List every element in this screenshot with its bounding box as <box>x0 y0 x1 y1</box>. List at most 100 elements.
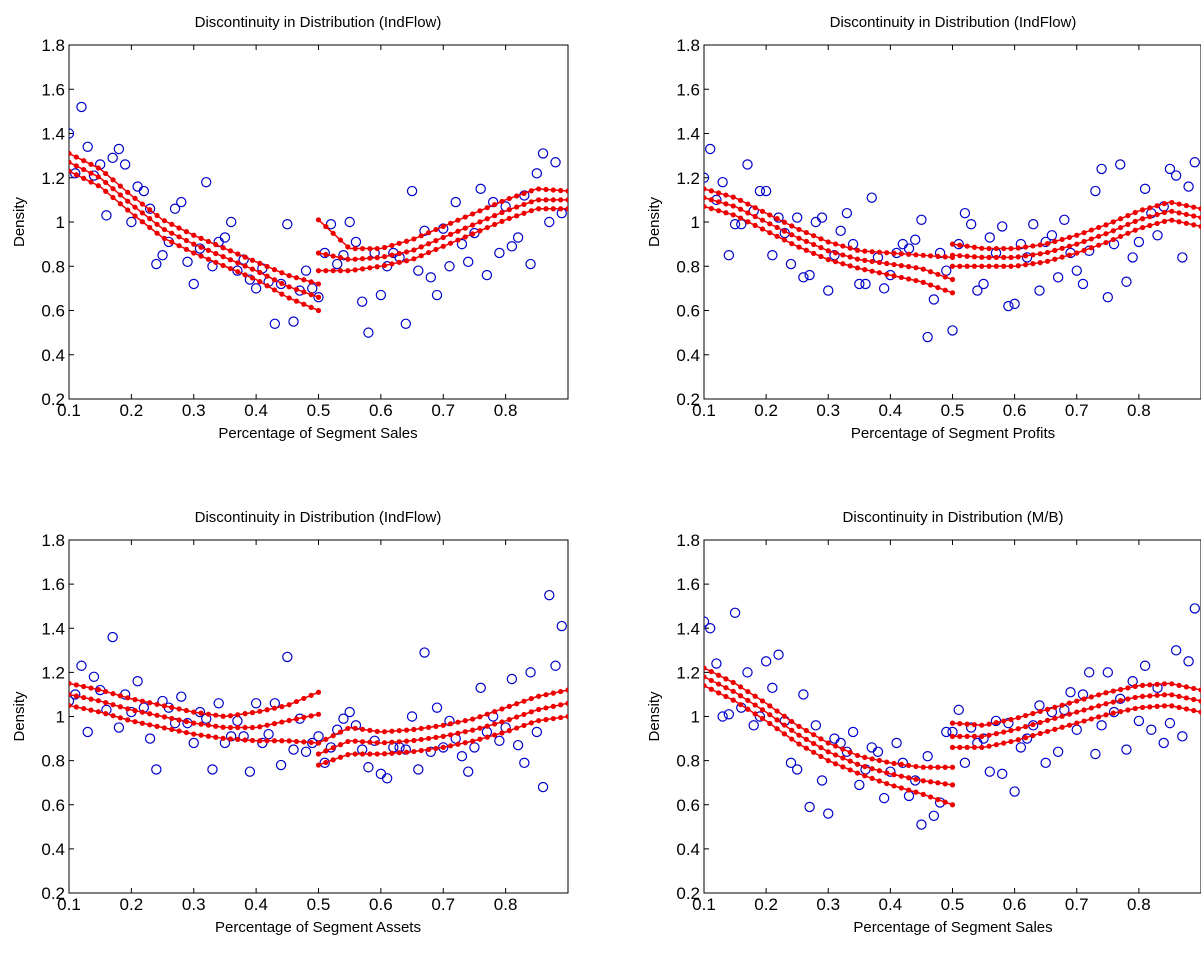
x-tick-label: 0.3 <box>182 895 206 914</box>
y-tick-label: 1.8 <box>676 531 700 550</box>
fit-marker <box>752 213 758 220</box>
scatter-point <box>113 143 125 155</box>
scatter-point <box>1189 603 1200 614</box>
fit-marker <box>1154 692 1160 698</box>
fit-marker <box>477 208 483 214</box>
fit-marker <box>411 737 417 744</box>
fit-marker <box>132 708 138 714</box>
fit-marker <box>730 679 736 686</box>
fit-marker <box>521 210 527 216</box>
fit-marker <box>927 779 934 785</box>
scatter-point <box>972 285 983 296</box>
scatter-point <box>219 232 231 243</box>
fit-marker <box>781 722 787 728</box>
fit-marker <box>103 179 109 186</box>
fit-marker <box>367 727 373 733</box>
fit-marker <box>477 714 483 720</box>
scatter-point <box>107 152 118 164</box>
fit-marker <box>227 724 234 731</box>
fit-marker <box>543 705 549 711</box>
fit-marker <box>271 721 278 727</box>
fit-marker <box>345 256 351 262</box>
fit-marker <box>1110 228 1116 234</box>
panels: 0.1 0.2 0.3 0.4 0.5 0.6 0.7 0.80.20.40.60.811.2… <box>11 14 1201 936</box>
fit-marker <box>521 698 527 704</box>
fit-marker <box>789 718 795 725</box>
fit-marker <box>550 715 556 722</box>
fit-marker <box>440 722 446 728</box>
fit-marker <box>125 706 131 712</box>
y-tick-label: 0.8 <box>41 257 65 276</box>
scatter-point <box>550 157 561 168</box>
scatter-point <box>225 216 237 228</box>
x-tick-label: 0.1 <box>692 401 716 420</box>
fit-marker <box>949 252 956 258</box>
chart-title: Discontinuity in Distribution (IndFlow) <box>830 14 1077 31</box>
fit-marker <box>374 740 380 746</box>
fit-marker <box>103 170 109 177</box>
x-tick-label: 0.2 <box>120 401 144 420</box>
fit-marker <box>971 263 978 269</box>
fit-marker <box>1110 219 1116 225</box>
fit-marker <box>301 277 307 283</box>
fit-marker <box>1125 685 1131 691</box>
fit-marker <box>704 195 707 201</box>
fit-marker <box>279 280 285 287</box>
fit-marker <box>169 239 175 245</box>
fit-marker <box>433 734 439 740</box>
scatter-point <box>823 285 834 296</box>
fit-marker <box>906 251 912 257</box>
fit-marker <box>117 192 123 198</box>
scatter-point <box>244 766 256 777</box>
fit-marker <box>1139 216 1146 222</box>
x-axis-label: Percentage of Segment Sales <box>218 425 417 442</box>
fit-marker <box>543 197 549 203</box>
x-tick-label: 0.6 <box>1003 401 1027 420</box>
fit-marker <box>205 238 212 245</box>
fit-marker <box>550 690 556 696</box>
scatter-point <box>344 706 355 718</box>
fit-marker <box>249 724 256 731</box>
fit-marker <box>949 744 956 750</box>
fit-marker <box>803 727 809 734</box>
scatter-point <box>1040 757 1051 769</box>
fit-marker <box>220 713 226 719</box>
fit-marker <box>789 727 795 733</box>
fit-marker <box>455 741 461 747</box>
fit-marker <box>964 243 970 249</box>
fit-marker <box>832 761 839 767</box>
fit-marker <box>1103 231 1109 237</box>
scatter-point <box>835 225 846 237</box>
fit-marker <box>1118 686 1124 693</box>
scatter-point <box>711 658 722 669</box>
fit-marker <box>169 230 175 236</box>
x-tick-label: 0.2 <box>754 401 778 420</box>
x-tick-label: 0.2 <box>754 895 778 914</box>
fit-marker <box>470 222 476 228</box>
y-tick-label: 1 <box>56 708 65 727</box>
fit-marker <box>213 712 219 718</box>
fit-marker <box>957 263 963 269</box>
fit-marker <box>803 736 809 742</box>
fit-marker <box>1125 213 1131 219</box>
fit-marker <box>191 241 197 247</box>
fit-marker <box>198 244 204 250</box>
fit-marker <box>1022 735 1029 741</box>
fit-marker <box>1066 700 1073 706</box>
x-tick-label: 0.1 <box>57 895 81 914</box>
fit-marker <box>484 734 490 740</box>
fit-marker <box>759 715 766 722</box>
fit-marker <box>242 272 248 278</box>
scatter-point <box>332 258 343 270</box>
fit-marker <box>1088 716 1094 722</box>
fit-marker <box>832 250 839 256</box>
fit-marker <box>1154 220 1160 227</box>
fit-marker <box>840 764 846 770</box>
fit-marker <box>1037 719 1043 726</box>
scatter-point <box>525 667 536 678</box>
fit-marker <box>979 722 985 728</box>
fit-marker <box>315 250 322 256</box>
y-tick-label: 0.4 <box>41 346 65 365</box>
fit-marker <box>103 688 109 695</box>
fit-marker <box>723 693 729 700</box>
